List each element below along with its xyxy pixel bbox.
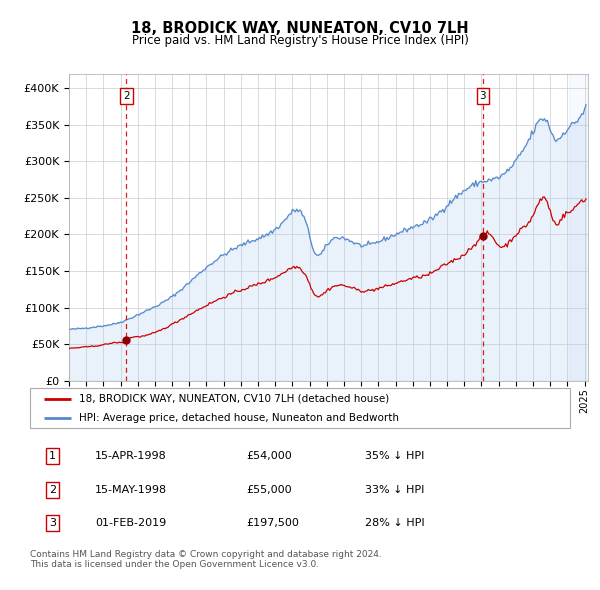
Text: Contains HM Land Registry data © Crown copyright and database right 2024.
This d: Contains HM Land Registry data © Crown c… [30, 550, 382, 569]
Text: 3: 3 [49, 519, 56, 528]
Text: 28% ↓ HPI: 28% ↓ HPI [365, 519, 424, 528]
Text: 3: 3 [479, 91, 486, 101]
Text: £55,000: £55,000 [246, 485, 292, 494]
Text: 2: 2 [123, 91, 130, 101]
Text: 15-MAY-1998: 15-MAY-1998 [95, 485, 167, 494]
Text: 15-APR-1998: 15-APR-1998 [95, 451, 167, 461]
Text: 33% ↓ HPI: 33% ↓ HPI [365, 485, 424, 494]
Text: 1: 1 [49, 451, 56, 461]
Text: £197,500: £197,500 [246, 519, 299, 528]
Text: 35% ↓ HPI: 35% ↓ HPI [365, 451, 424, 461]
Text: 2: 2 [49, 485, 56, 494]
Text: 18, BRODICK WAY, NUNEATON, CV10 7LH: 18, BRODICK WAY, NUNEATON, CV10 7LH [131, 21, 469, 35]
Text: £54,000: £54,000 [246, 451, 292, 461]
Text: 01-FEB-2019: 01-FEB-2019 [95, 519, 166, 528]
Text: 18, BRODICK WAY, NUNEATON, CV10 7LH (detached house): 18, BRODICK WAY, NUNEATON, CV10 7LH (det… [79, 394, 389, 404]
Bar [569, 74, 588, 381]
Text: Price paid vs. HM Land Registry's House Price Index (HPI): Price paid vs. HM Land Registry's House … [131, 34, 469, 47]
Text: HPI: Average price, detached house, Nuneaton and Bedworth: HPI: Average price, detached house, Nune… [79, 413, 398, 422]
